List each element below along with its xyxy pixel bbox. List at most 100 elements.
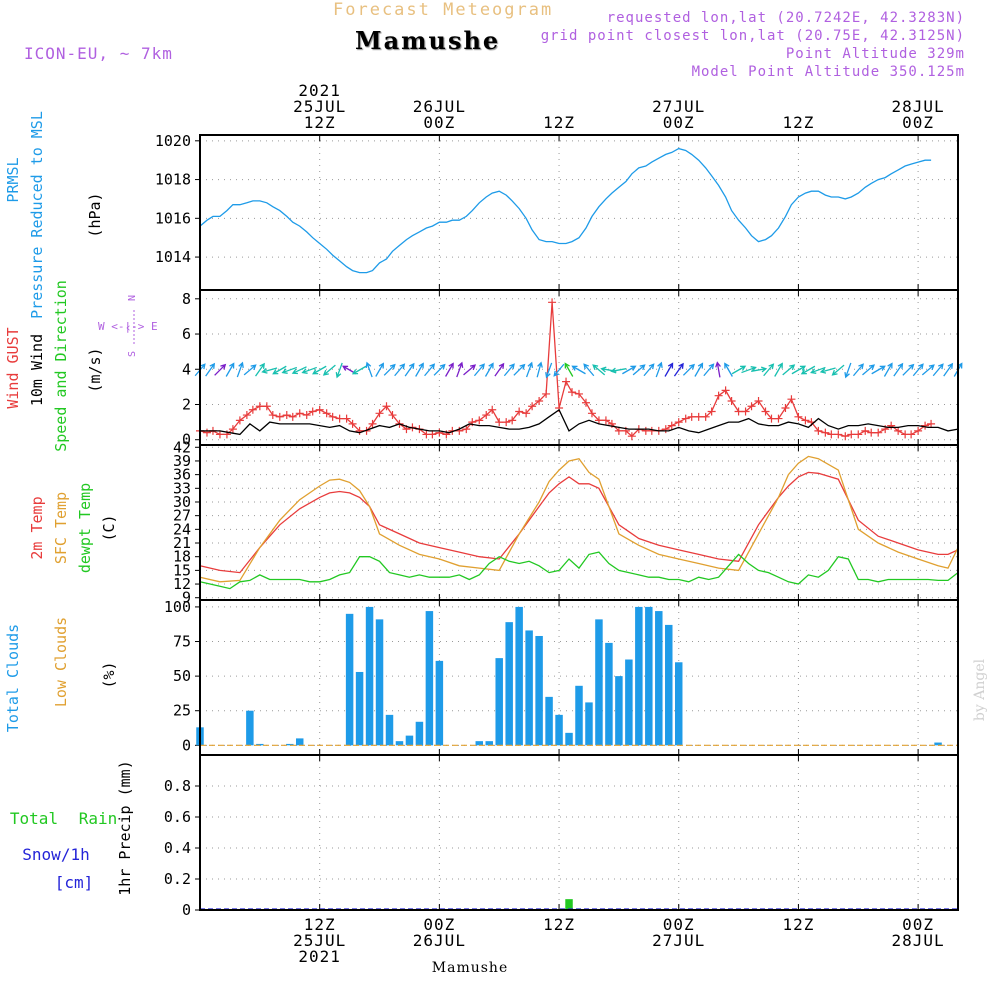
- gust-marker: [854, 430, 863, 439]
- y-tick-label: 0.6: [164, 808, 191, 826]
- wind-arrow: [731, 365, 747, 375]
- wind-arrow: [214, 363, 227, 376]
- bar: [495, 658, 503, 746]
- wind-arrow: [883, 362, 893, 377]
- signature: by Angel: [972, 658, 988, 721]
- y-tick-label: 18: [173, 548, 191, 566]
- gust-marker: [435, 428, 444, 437]
- wind-arrow: [782, 364, 796, 376]
- bar: [635, 606, 643, 746]
- wind-arrow: [632, 364, 646, 376]
- gust-marker: [847, 430, 856, 439]
- wind-arrow: [763, 363, 775, 377]
- gust-marker: [235, 416, 244, 425]
- gust-marker: [734, 407, 743, 416]
- wind-arrow: [513, 363, 526, 376]
- y-tick-label: 2: [182, 395, 191, 413]
- gust-marker: [315, 405, 324, 414]
- bottom-time-label: 27JUL: [652, 931, 705, 950]
- gust-marker: [535, 396, 544, 405]
- gust-marker: [302, 411, 311, 420]
- panel-label: PRMSL: [4, 157, 22, 202]
- gust-marker: [202, 428, 211, 437]
- bar: [405, 735, 414, 746]
- wind-arrow: [445, 362, 454, 377]
- bar: [665, 624, 673, 746]
- gust-marker: [827, 430, 836, 439]
- bottom-time-label: 12Z: [304, 915, 336, 934]
- wind-arrow: [932, 363, 944, 377]
- gust-marker: [741, 407, 750, 416]
- bar: [365, 606, 374, 746]
- wind-arrow: [643, 363, 655, 377]
- gust-marker: [495, 418, 504, 427]
- gust-marker: [355, 426, 364, 435]
- wind-arrow: [694, 362, 704, 377]
- gust-marker: [747, 402, 756, 411]
- gust-marker: [568, 388, 577, 397]
- wind-arrow: [424, 363, 436, 377]
- wind-arrow: [503, 363, 515, 377]
- y-tick-label: 1020: [155, 132, 191, 150]
- gust-marker: [674, 418, 683, 427]
- header: Forecast Meteogram Mamushe ICON-EU, ~ 7k…: [0, 0, 1000, 80]
- gust-marker: [861, 426, 870, 435]
- bar: [425, 611, 434, 746]
- gust-marker: [508, 416, 517, 425]
- wind-arrow: [225, 362, 235, 377]
- gust-marker: [542, 389, 551, 398]
- y-tick-label: 24: [173, 520, 191, 538]
- top-time-label: 28JUL: [892, 97, 945, 116]
- panel-label: Wind GUST: [4, 327, 22, 408]
- panel-label: (C): [100, 514, 118, 541]
- gust-marker: [701, 412, 710, 421]
- wind-arrow: [912, 363, 924, 377]
- top-time-label: 27JUL: [652, 97, 705, 116]
- compass-s: S: [127, 351, 138, 357]
- wind-arrow: [810, 366, 826, 374]
- gust-marker: [601, 416, 610, 425]
- gust-marker: [721, 386, 730, 395]
- wind-arrow: [351, 365, 367, 375]
- bar: [585, 702, 593, 746]
- bar: [355, 671, 364, 746]
- panel-label: Snow/1h: [22, 845, 89, 864]
- precip-panel: 0 0.2 0.4 0.6 0.8 Total Rain Snow/1h [cm] 1hr Pre…: [10, 755, 958, 919]
- requested-coordinates: requested lon,lat (20.7242E, 42.3283N): [606, 10, 965, 26]
- gust-marker: [462, 425, 471, 434]
- gust-marker: [907, 430, 916, 439]
- panel-label: Total: [10, 809, 58, 828]
- bottom-time-label: 25JUL: [293, 931, 346, 950]
- bar: [565, 899, 573, 910]
- series-line: [200, 408, 959, 436]
- gust-marker: [887, 421, 896, 430]
- gust-marker: [814, 426, 823, 435]
- y-tick-label: 75: [173, 633, 191, 651]
- gust-marker: [667, 421, 676, 430]
- bar: [395, 741, 404, 746]
- gust-marker: [841, 432, 850, 441]
- bottom-time-label: 2021: [298, 947, 341, 966]
- wind-arrow: [819, 367, 836, 374]
- wind-arrow: [322, 364, 336, 376]
- gust-marker: [834, 430, 843, 439]
- y-tick-label: 27: [173, 507, 191, 525]
- wind-arrow: [301, 366, 317, 374]
- gust-marker: [295, 409, 304, 418]
- gust-marker: [661, 425, 670, 434]
- y-tick-label: 21: [173, 534, 191, 552]
- gust-marker: [335, 414, 344, 423]
- bar: [286, 743, 294, 746]
- y-tick-label: 0: [182, 431, 191, 449]
- wind-arrow: [592, 364, 606, 376]
- panel-frame: [199, 754, 959, 911]
- gust-marker: [528, 402, 537, 411]
- gust-marker: [694, 412, 703, 421]
- bar: [385, 714, 394, 746]
- panel-label: SFC Temp: [52, 492, 70, 564]
- gust-marker: [754, 396, 763, 405]
- wind-arrow: [564, 362, 574, 377]
- gust-marker: [348, 419, 357, 428]
- wind-arrow: [774, 362, 783, 377]
